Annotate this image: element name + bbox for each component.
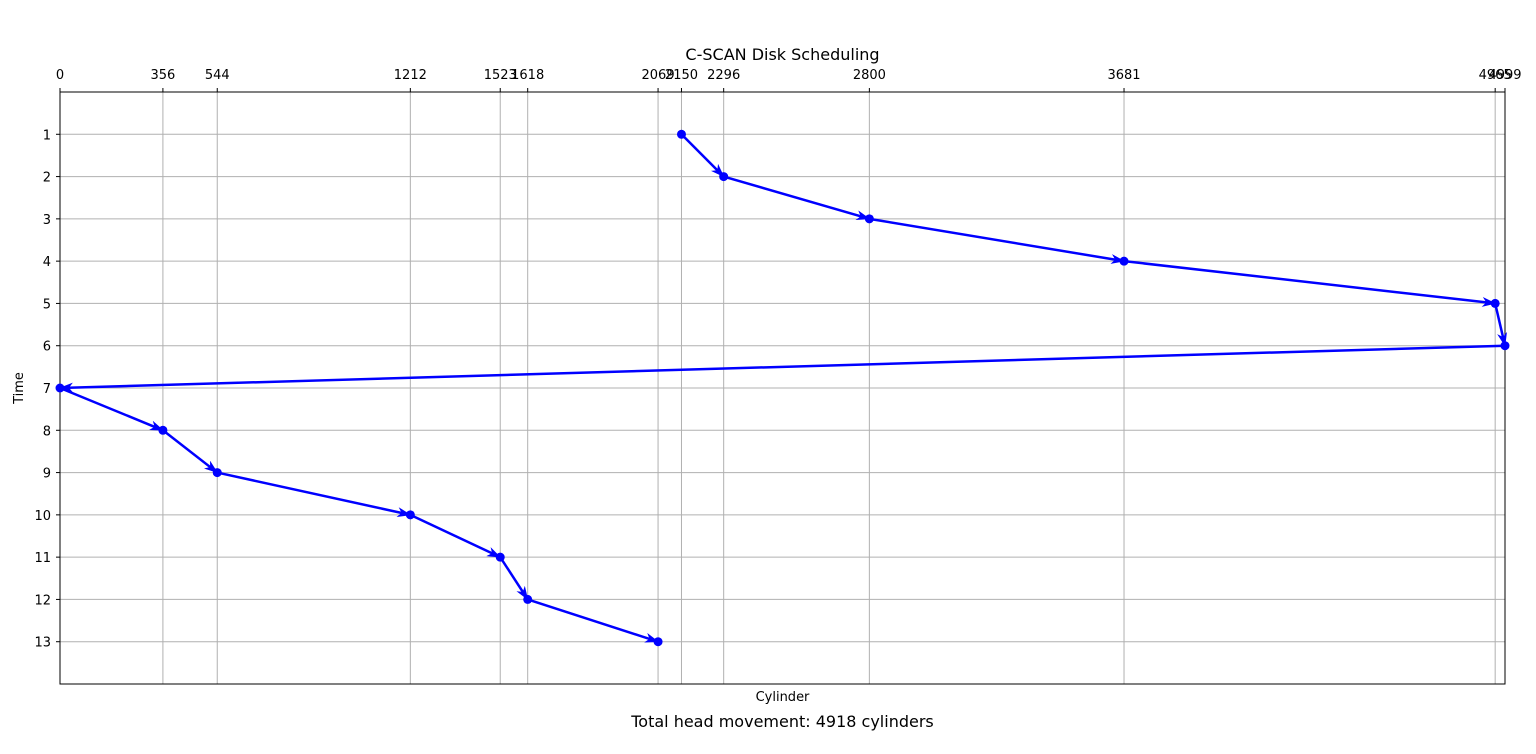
series-segment-arrow bbox=[1493, 303, 1507, 347]
y-tick-label: 10 bbox=[34, 509, 51, 524]
y-tick-label: 3 bbox=[43, 213, 51, 228]
total-head-movement-caption: Total head movement: 4918 cylinders bbox=[630, 712, 934, 731]
data-point bbox=[495, 552, 505, 562]
series-segment-arrow bbox=[409, 513, 502, 559]
y-tick-label: 11 bbox=[34, 551, 51, 566]
y-tick-label: 12 bbox=[34, 593, 51, 608]
x-tick-label: 4999 bbox=[1488, 68, 1521, 83]
series-points bbox=[55, 129, 1510, 647]
grid bbox=[59, 92, 1506, 684]
series-segment-arrow bbox=[869, 217, 1126, 264]
y-axis-label: Time bbox=[12, 372, 27, 405]
data-point bbox=[212, 468, 222, 478]
data-point bbox=[719, 172, 729, 182]
y-tick-label: 9 bbox=[43, 467, 51, 482]
x-tick-label: 0 bbox=[56, 68, 64, 83]
x-tick-label: 2296 bbox=[707, 68, 740, 83]
series-segment-arrow bbox=[59, 344, 1506, 393]
data-point bbox=[676, 129, 686, 139]
series-segment-arrow bbox=[216, 471, 412, 517]
series-segment-arrow bbox=[59, 386, 164, 432]
series-path bbox=[59, 133, 1507, 643]
series-segment-arrow bbox=[527, 598, 660, 643]
data-point bbox=[864, 214, 874, 224]
data-point bbox=[1500, 341, 1510, 351]
x-tick-label: 4965 bbox=[1479, 68, 1512, 83]
data-point bbox=[653, 637, 663, 647]
x-tick-label: 544 bbox=[205, 68, 230, 83]
series-segment-arrow bbox=[162, 429, 219, 474]
x-tick-label: 2150 bbox=[665, 68, 698, 83]
series-segment-arrow bbox=[1123, 259, 1497, 307]
x-tick-label: 3681 bbox=[1107, 68, 1140, 83]
x-tick-label: 2069 bbox=[642, 68, 675, 83]
data-point bbox=[405, 510, 415, 520]
x-tick-label: 1523 bbox=[484, 68, 517, 83]
y-tick-label: 2 bbox=[43, 171, 51, 186]
x-axis-label: Cylinder bbox=[756, 690, 810, 705]
data-point bbox=[523, 594, 533, 604]
series-segment-arrow bbox=[723, 175, 871, 221]
data-point bbox=[1490, 298, 1500, 308]
series-segment-arrow bbox=[499, 556, 529, 601]
x-tick-label: 2800 bbox=[853, 68, 886, 83]
y-tick-label: 7 bbox=[43, 382, 51, 397]
y-tick-label: 4 bbox=[43, 255, 51, 270]
data-point bbox=[158, 425, 168, 435]
y-tick-label: 8 bbox=[43, 424, 51, 439]
data-point bbox=[1119, 256, 1129, 266]
y-tick-label: 1 bbox=[43, 128, 51, 143]
x-tick-label: 356 bbox=[150, 68, 175, 83]
chart-title: C-SCAN Disk Scheduling bbox=[685, 45, 879, 64]
y-tick-label: 5 bbox=[43, 297, 51, 312]
y-tick-label: 13 bbox=[34, 636, 51, 651]
data-point bbox=[55, 383, 65, 393]
x-tick-label: 1212 bbox=[394, 68, 427, 83]
y-tick-label: 6 bbox=[43, 340, 51, 355]
series-segment-arrow bbox=[680, 133, 725, 178]
x-tick-label: 1618 bbox=[511, 68, 544, 83]
